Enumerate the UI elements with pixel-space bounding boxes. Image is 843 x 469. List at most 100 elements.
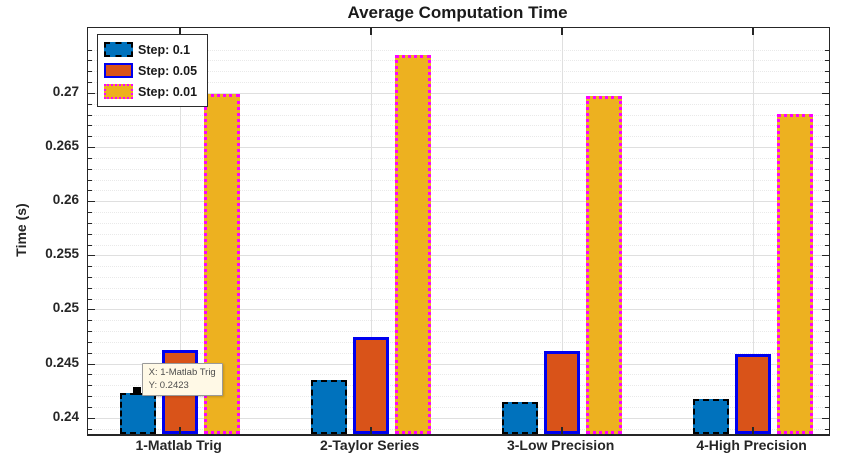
y-minor-tick-left — [88, 157, 92, 159]
y-minor-tick-left — [88, 49, 92, 51]
legend-item-label: Step: 0.01 — [138, 84, 198, 99]
y-major-tick-left — [88, 147, 95, 149]
y-minor-tick-left — [88, 406, 92, 408]
legend-swatch-1 — [104, 42, 133, 57]
bar-step-0.1-c2[interactable] — [310, 379, 347, 434]
minor-gridline-y — [88, 125, 829, 127]
datatip-marker[interactable] — [132, 386, 141, 395]
x-tick-label: 3-Low Precision — [506, 437, 615, 453]
major-gridline-y — [88, 201, 829, 203]
minor-gridline-y — [88, 287, 829, 289]
y-minor-tick-right — [825, 266, 829, 268]
x-tick-label: 2-Taylor Series — [319, 437, 420, 453]
minor-gridline-y — [88, 233, 829, 235]
legend-item-1[interactable]: Step: 0.1 — [104, 40, 197, 59]
y-minor-tick-left — [88, 287, 92, 289]
y-minor-tick-right — [825, 136, 829, 138]
y-minor-tick-right — [825, 212, 829, 214]
minor-gridline-y — [88, 266, 829, 268]
y-minor-tick-right — [825, 82, 829, 84]
y-major-tick-right — [822, 309, 829, 311]
minor-gridline-y — [88, 103, 829, 105]
major-gridline-x — [561, 28, 563, 434]
bar-step-0.01-c2[interactable] — [394, 55, 431, 434]
x-tick-label: 1-Matlab Trig — [135, 437, 222, 453]
y-minor-tick-left — [88, 179, 92, 181]
y-minor-tick-left — [88, 233, 92, 235]
y-minor-tick-right — [825, 385, 829, 387]
y-tick-label: 0.25 — [52, 300, 79, 316]
y-minor-tick-right — [825, 114, 829, 116]
minor-gridline-y — [88, 71, 829, 73]
y-minor-tick-right — [825, 331, 829, 333]
minor-gridline-y — [88, 298, 829, 300]
minor-gridline-y — [88, 222, 829, 224]
minor-gridline-y — [88, 277, 829, 278]
major-gridline-y — [88, 92, 829, 94]
y-minor-tick-right — [825, 428, 829, 430]
y-minor-tick-right — [825, 244, 829, 246]
y-minor-tick-right — [825, 103, 829, 105]
y-minor-tick-left — [88, 341, 92, 343]
x-tick-top — [560, 28, 563, 35]
datatip-tooltip[interactable]: X: 1-Matlab Trig Y: 0.2423 — [141, 362, 223, 397]
y-minor-tick-right — [825, 168, 829, 170]
y-minor-tick-right — [825, 125, 829, 127]
y-major-tick-right — [822, 201, 829, 203]
y-minor-tick-left — [88, 114, 92, 116]
y-minor-tick-right — [825, 277, 829, 278]
x-tick-top — [178, 28, 181, 35]
y-minor-tick-left — [88, 125, 92, 127]
y-major-tick-right — [822, 363, 829, 365]
major-gridline-y — [88, 255, 829, 257]
y-minor-tick-right — [825, 222, 829, 224]
x-tick-bottom — [560, 427, 563, 434]
y-minor-tick-left — [88, 374, 92, 376]
datatip-y-value: Y: 0.2423 — [148, 379, 189, 391]
minor-gridline-y — [88, 157, 829, 159]
y-minor-tick-left — [88, 352, 92, 354]
x-tick-bottom — [178, 427, 181, 434]
major-gridline-y — [88, 417, 829, 419]
legend[interactable]: Step: 0.1 Step: 0.05 Step: 0.01 — [97, 34, 209, 107]
minor-gridline-y — [88, 114, 829, 116]
minor-gridline-y — [88, 168, 829, 170]
minor-gridline-y — [88, 428, 829, 430]
y-minor-tick-right — [825, 374, 829, 376]
bar-step-0.01-c4[interactable] — [776, 113, 813, 434]
y-minor-tick-left — [88, 428, 92, 430]
minor-gridline-y — [88, 374, 829, 376]
minor-gridline-y — [88, 352, 829, 354]
legend-item-label: Step: 0.05 — [138, 63, 198, 78]
bar-step-0.05-c2[interactable] — [352, 336, 389, 434]
y-minor-tick-left — [88, 136, 92, 138]
legend-item-2[interactable]: Step: 0.05 — [104, 61, 197, 80]
y-minor-tick-right — [825, 341, 829, 343]
bar-step-0.05-c3[interactable] — [543, 350, 580, 434]
minor-gridline-y — [88, 179, 829, 181]
y-minor-tick-left — [88, 244, 92, 246]
y-minor-tick-left — [88, 103, 92, 105]
legend-item-3[interactable]: Step: 0.01 — [104, 82, 197, 101]
bar-step-0.1-c1[interactable] — [119, 392, 156, 434]
y-minor-tick-right — [825, 49, 829, 51]
y-minor-tick-right — [825, 352, 829, 354]
y-minor-tick-left — [88, 298, 92, 300]
bar-step-0.1-c4[interactable] — [692, 399, 729, 434]
minor-gridline-y — [88, 396, 829, 398]
major-gridline-x — [752, 28, 754, 434]
y-minor-tick-right — [825, 320, 829, 322]
major-gridline-x — [370, 28, 372, 434]
y-minor-tick-right — [825, 233, 829, 235]
y-minor-tick-right — [825, 406, 829, 408]
chart-title: Average Computation Time — [347, 3, 568, 22]
bar-step-0.01-c3[interactable] — [585, 96, 622, 434]
bar-step-0.05-c4[interactable] — [734, 353, 771, 434]
y-major-tick-right — [822, 147, 829, 149]
y-minor-tick-left — [88, 82, 92, 84]
y-major-tick-right — [822, 417, 829, 419]
x-tick-bottom — [369, 427, 372, 434]
bar-step-0.1-c3[interactable] — [501, 401, 538, 434]
y-minor-tick-right — [825, 60, 829, 62]
